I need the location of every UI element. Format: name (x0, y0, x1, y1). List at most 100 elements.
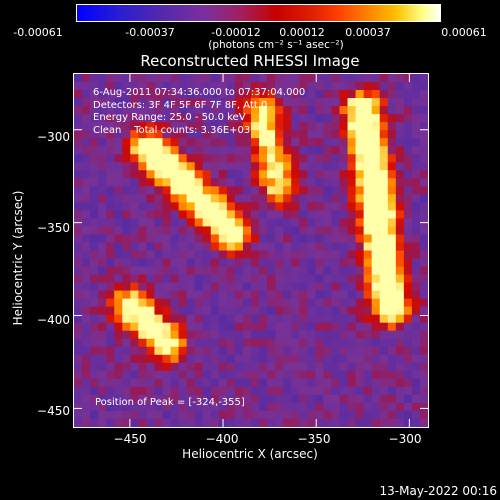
heatmap-cell (162, 146, 172, 155)
heatmap-cell (98, 114, 107, 123)
heatmap-cell (106, 330, 115, 340)
heatmap-cell (371, 210, 381, 220)
heatmap-cell (371, 346, 381, 356)
heatmap-cell (154, 322, 164, 332)
heatmap-cell (315, 98, 325, 107)
heatmap-cell (194, 266, 204, 276)
heatmap-cell (162, 114, 172, 123)
heatmap-cell (114, 274, 123, 284)
heatmap-cell (82, 410, 91, 420)
heatmap-cell (371, 90, 381, 99)
heatmap-cell (323, 306, 333, 316)
heatmap-cell (419, 250, 428, 260)
heatmap-cell (371, 274, 381, 284)
heatmap-cell (323, 274, 333, 284)
heatmap-cell (218, 330, 228, 340)
heatmap-cell (323, 322, 333, 332)
heatmap-cell (98, 130, 107, 139)
heatmap-cell (106, 170, 115, 179)
heatmap-cell (307, 178, 316, 187)
heatmap-cell (82, 146, 91, 155)
heatmap-cell (403, 114, 413, 123)
heatmap-cell (315, 250, 325, 260)
heatmap-cell (226, 194, 236, 203)
heatmap-cell (395, 370, 405, 380)
heatmap-cell (178, 274, 188, 284)
heatmap-cell (275, 274, 284, 284)
heatmap-cell (411, 354, 421, 364)
heatmap-cell (307, 386, 316, 396)
heatmap-cell (291, 370, 300, 380)
heatmap-cell (347, 250, 357, 260)
heatmap-cell (291, 122, 300, 131)
heatmap-cell (251, 178, 260, 187)
heatmap-cell (226, 122, 236, 131)
heatmap-cell (154, 138, 164, 147)
heatmap-cell (154, 266, 164, 276)
heatmap-cell (347, 370, 357, 380)
heatmap-cell (283, 338, 292, 348)
heatmap-cell (371, 82, 381, 91)
heatmap-cell (138, 178, 148, 187)
heatmap-cell (259, 370, 268, 380)
heatmap-cell (363, 394, 373, 404)
heatmap-cell (291, 266, 300, 276)
heatmap-cell (162, 98, 172, 107)
heatmap-cell (218, 130, 228, 139)
heatmap-cell (218, 322, 228, 332)
heatmap-cell (411, 266, 421, 276)
heatmap-cell (218, 386, 228, 396)
heatmap-cell (291, 162, 300, 171)
heatmap-cell (403, 202, 413, 211)
heatmap-cell (242, 250, 252, 260)
heatmap-cell (355, 258, 365, 268)
heatmap-cell (275, 362, 284, 372)
heatmap-cell (267, 346, 276, 356)
heatmap-cell (403, 130, 413, 139)
heatmap-cell (275, 418, 284, 427)
heatmap-cell (291, 194, 300, 203)
heatmap-cell (347, 394, 357, 404)
heatmap-cell (291, 130, 300, 139)
heatmap-cell (186, 250, 196, 260)
heatmap-cell (387, 130, 397, 139)
heatmap-cell (98, 362, 107, 372)
heatmap-cell (411, 130, 421, 139)
heatmap-cell (363, 338, 373, 348)
heatmap-cell (210, 202, 220, 211)
heatmap-cell (411, 394, 421, 404)
heatmap-cell (74, 162, 83, 171)
heatmap-cell (74, 314, 83, 324)
heatmap-cell (355, 178, 365, 187)
heatmap-cell (122, 234, 131, 244)
heatmap-cell (242, 178, 252, 187)
heatmap-cell (299, 154, 308, 163)
heatmap-cell (355, 282, 365, 292)
heatmap-cell (162, 194, 172, 203)
heatmap-cell (387, 242, 397, 252)
heatmap-cell (331, 178, 341, 187)
heatmap-cell (411, 418, 421, 427)
heatmap-cell (130, 378, 139, 388)
heatmap-cell (347, 130, 357, 139)
heatmap-cell (347, 274, 357, 284)
heatmap-cell (218, 354, 228, 364)
heatmap-cell (251, 98, 260, 107)
heatmap-cell (242, 82, 252, 91)
heatmap-cell (379, 338, 389, 348)
heatmap-cell (122, 122, 131, 131)
heatmap-cell (283, 410, 292, 420)
heatmap-cell (130, 242, 139, 252)
heatmap-cell (146, 82, 156, 91)
heatmap-cell (226, 386, 236, 396)
heatmap-cell (202, 178, 212, 187)
heatmap-cell (154, 170, 164, 179)
heatmap-cell (114, 306, 123, 316)
heatmap-cell (275, 242, 284, 252)
heatmap-cell (411, 314, 421, 324)
heatmap-cell (363, 314, 373, 324)
heatmap-cell (202, 74, 212, 83)
heatmap-cell (347, 266, 357, 276)
heatmap-cell (170, 282, 180, 292)
heatmap-cell (267, 162, 276, 171)
